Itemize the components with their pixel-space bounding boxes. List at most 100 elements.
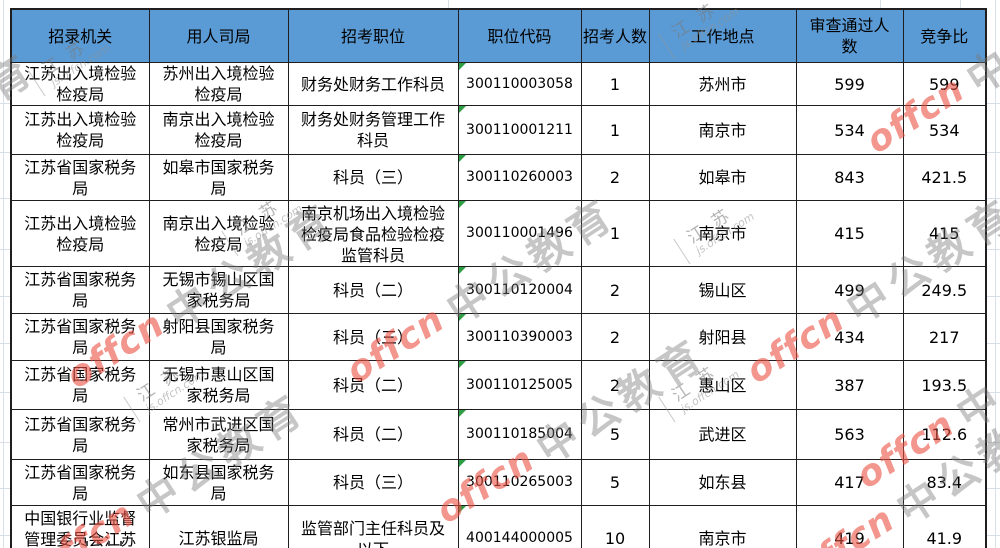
table-cell[interactable]: 射阳县 — [648, 313, 797, 361]
table-cell[interactable]: 300110185004 — [457, 409, 582, 460]
table-cell[interactable]: 300110001211 — [457, 105, 582, 155]
table-cell[interactable]: 300110125005 — [457, 360, 582, 410]
table-cell[interactable]: 江苏出入境检验检疫局 — [10, 62, 150, 106]
table-cell[interactable]: 83.4 — [902, 459, 987, 506]
table-cell[interactable]: 射阳县国家税务局 — [148, 313, 289, 361]
table-cell[interactable]: 300110390003 — [457, 313, 582, 361]
table-cell[interactable]: 江苏省国家税务局 — [10, 409, 150, 460]
cell-text: 5 — [609, 473, 621, 492]
cell-text: 499 — [834, 280, 865, 300]
table-cell[interactable]: 如皋市 — [648, 154, 797, 201]
table-cell[interactable]: 江苏省国家税务局 — [10, 154, 150, 201]
table-cell[interactable]: 科员（二） — [287, 360, 459, 410]
table-cell[interactable]: 563 — [795, 409, 904, 460]
table-cell[interactable]: 江苏出入境检验检疫局 — [10, 105, 150, 155]
table-cell[interactable]: 无锡市惠山区国家税务局 — [148, 360, 289, 410]
table-row: 江苏省国家税务局 如皋市国家税务局 科员（三） 300110260003 2 如皋市 843… — [10, 154, 987, 201]
table-cell[interactable]: 如皋市国家税务局 — [148, 154, 289, 201]
table-cell[interactable]: 5 — [580, 409, 650, 460]
table-cell[interactable]: 2 — [580, 360, 650, 410]
table-cell[interactable]: 无锡市锡山区国家税务局 — [148, 266, 289, 314]
table-cell[interactable]: 江苏省国家税务局 — [10, 266, 150, 314]
table-cell[interactable]: 41.9 — [902, 505, 987, 548]
table-cell[interactable]: 锡山区 — [648, 266, 797, 314]
table-cell[interactable]: 599 — [902, 62, 987, 106]
cell-text: 常州市武进区国家税务局 — [162, 414, 275, 455]
table-cell[interactable]: 434 — [795, 313, 904, 361]
table-cell[interactable]: 300110260003 — [457, 154, 582, 201]
table-cell[interactable]: 科员（二） — [287, 409, 459, 460]
table-cell[interactable]: 1 — [580, 62, 650, 106]
table-cell[interactable]: 江苏省国家税务局 — [10, 313, 150, 361]
column-header[interactable]: 审查通过人数 — [795, 8, 904, 63]
table-cell[interactable]: 534 — [795, 105, 904, 155]
table-cell[interactable]: 193.5 — [902, 360, 987, 410]
table-cell[interactable]: 415 — [902, 200, 987, 267]
table-cell[interactable]: 1 — [580, 105, 650, 155]
table-cell[interactable]: 财务处财务管理工作科员 — [287, 105, 459, 155]
table-cell[interactable]: 415 — [795, 200, 904, 267]
table-cell[interactable]: 387 — [795, 360, 904, 410]
table-cell[interactable]: 112.6 — [902, 409, 987, 460]
column-header[interactable]: 招考职位 — [287, 8, 459, 63]
table-cell[interactable]: 科员（三） — [287, 154, 459, 201]
table-cell[interactable]: 如东县 — [648, 459, 797, 506]
table-cell[interactable]: 苏州出入境检验检疫局 — [148, 62, 289, 106]
column-header[interactable]: 工作地点 — [648, 8, 797, 63]
table-cell[interactable]: 300110265003 — [457, 459, 582, 506]
table-cell[interactable]: 2 — [580, 266, 650, 314]
table-row: 江苏省国家税务局 无锡市惠山区国家税务局 科员（二） 300110125005 2 惠山区… — [10, 360, 987, 410]
gridline — [0, 535, 10, 536]
table-cell[interactable]: 惠山区 — [648, 360, 797, 410]
table-cell[interactable]: 科员（三） — [287, 313, 459, 361]
cell-text: 苏州出入境检验检疫局 — [162, 64, 275, 104]
column-header[interactable]: 职位代码 — [457, 8, 582, 63]
cell-text: 科员（二） — [332, 425, 413, 444]
table-cell[interactable]: 300110120004 — [457, 266, 582, 314]
table-cell[interactable]: 中国银行业监督管理委员会江苏监管局 — [10, 505, 150, 548]
table-cell[interactable]: 武进区 — [648, 409, 797, 460]
table-cell[interactable]: 科员（三） — [287, 459, 459, 506]
table-cell[interactable]: 苏州市 — [648, 62, 797, 106]
table-cell[interactable]: 499 — [795, 266, 904, 314]
table-cell[interactable]: 217 — [902, 313, 987, 361]
table-cell[interactable]: 599 — [795, 62, 904, 106]
cell-text: 射阳县 — [698, 327, 747, 347]
table-cell[interactable]: 财务处财务工作科员 — [287, 62, 459, 106]
table-cell[interactable]: 常州市武进区国家税务局 — [148, 409, 289, 460]
table-cell[interactable]: 南京出入境检验检疫局 — [148, 105, 289, 155]
table-cell[interactable]: 843 — [795, 154, 904, 201]
table-cell[interactable]: 南京机场出入境检验检疫局食品检验检疫监管科员 — [287, 200, 459, 267]
number-stored-as-text-flag-icon — [459, 267, 466, 274]
table-cell[interactable]: 421.5 — [902, 154, 987, 201]
table-cell[interactable]: 400144000005 — [457, 505, 582, 548]
table-cell[interactable]: 江苏银监局 — [148, 505, 289, 548]
table-cell[interactable]: 江苏省国家税务局 — [10, 360, 150, 410]
table-cell[interactable]: 江苏省国家税务局 — [10, 459, 150, 506]
column-header[interactable]: 竞争比 — [902, 8, 987, 63]
table-cell[interactable]: 1 — [580, 200, 650, 267]
table-cell[interactable]: 监管部门主任科员及以下 — [287, 505, 459, 548]
column-header[interactable]: 用人司局 — [148, 8, 289, 63]
table-cell[interactable]: 南京市 — [648, 505, 797, 548]
table-cell[interactable]: 南京市 — [648, 200, 797, 267]
table-cell[interactable]: 科员（二） — [287, 266, 459, 314]
column-header[interactable]: 招录机关 — [10, 8, 150, 63]
table-cell[interactable]: 5 — [580, 459, 650, 506]
table-cell[interactable]: 249.5 — [902, 266, 987, 314]
table-cell[interactable]: 300110001496 — [457, 200, 582, 267]
table-cell[interactable]: 534 — [902, 105, 987, 155]
table-cell[interactable]: 417 — [795, 459, 904, 506]
table-cell[interactable]: 江苏出入境检验检疫局 — [10, 200, 150, 267]
table-cell[interactable]: 南京市 — [648, 105, 797, 155]
table-cell[interactable]: 10 — [580, 505, 650, 548]
cell-text: 南京市 — [698, 120, 747, 140]
table-cell[interactable]: 2 — [580, 313, 650, 361]
gridline — [960, 0, 961, 8]
table-cell[interactable]: 如东县国家税务局 — [148, 459, 289, 506]
table-cell[interactable]: 2 — [580, 154, 650, 201]
column-header[interactable]: 招考人数 — [580, 8, 650, 63]
table-cell[interactable]: 300110003058 — [457, 62, 582, 106]
table-cell[interactable]: 419 — [795, 505, 904, 548]
table-cell[interactable]: 南京出入境检验检疫局 — [148, 200, 289, 267]
